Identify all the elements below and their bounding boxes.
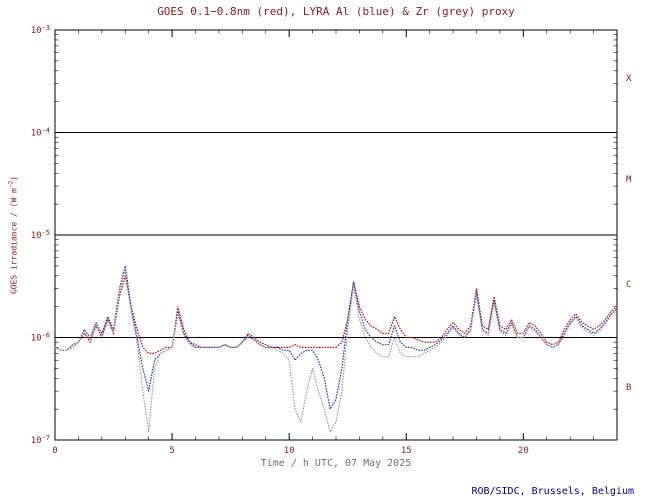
x-tick-label: 0 [52,446,57,456]
y-tick-label: 10-5 [31,229,50,241]
x-tick-label: 20 [518,446,529,456]
y-axis-label: GOES irradiance / (W m−2) [8,176,19,294]
plot-title: GOES 0.1−0.8nm (red), LYRA Al (blue) & Z… [157,5,515,18]
flare-class-label-m: M [626,175,632,185]
y-axis-label-prefix: GOES irradiance / (W m [9,188,19,295]
flare-class-label-x: X [626,74,632,84]
x-tick-label: 5 [169,446,174,456]
credit-footer: ROB/SIDC, Brussels, Belgium [471,486,634,497]
y-tick-label: 10-4 [31,127,50,139]
y-tick-label: 10-6 [31,332,50,344]
flare-class-label-b: B [626,383,632,393]
x-axis-label: Time / h UTC, 07 May 2025 [260,458,412,469]
y-tick-label: 10-7 [31,434,50,446]
lyra-zr-grey-series [54,270,618,434]
x-tick-label: 15 [401,446,412,456]
goes-red-series [54,275,618,354]
flare-class-label-c: C [626,280,632,290]
y-axis-label-suffix: ) [9,175,19,181]
y-tick-label: 10-3 [31,24,50,36]
x-tick-label: 10 [284,446,295,456]
y-axis-label-exponent: −2 [7,180,15,189]
